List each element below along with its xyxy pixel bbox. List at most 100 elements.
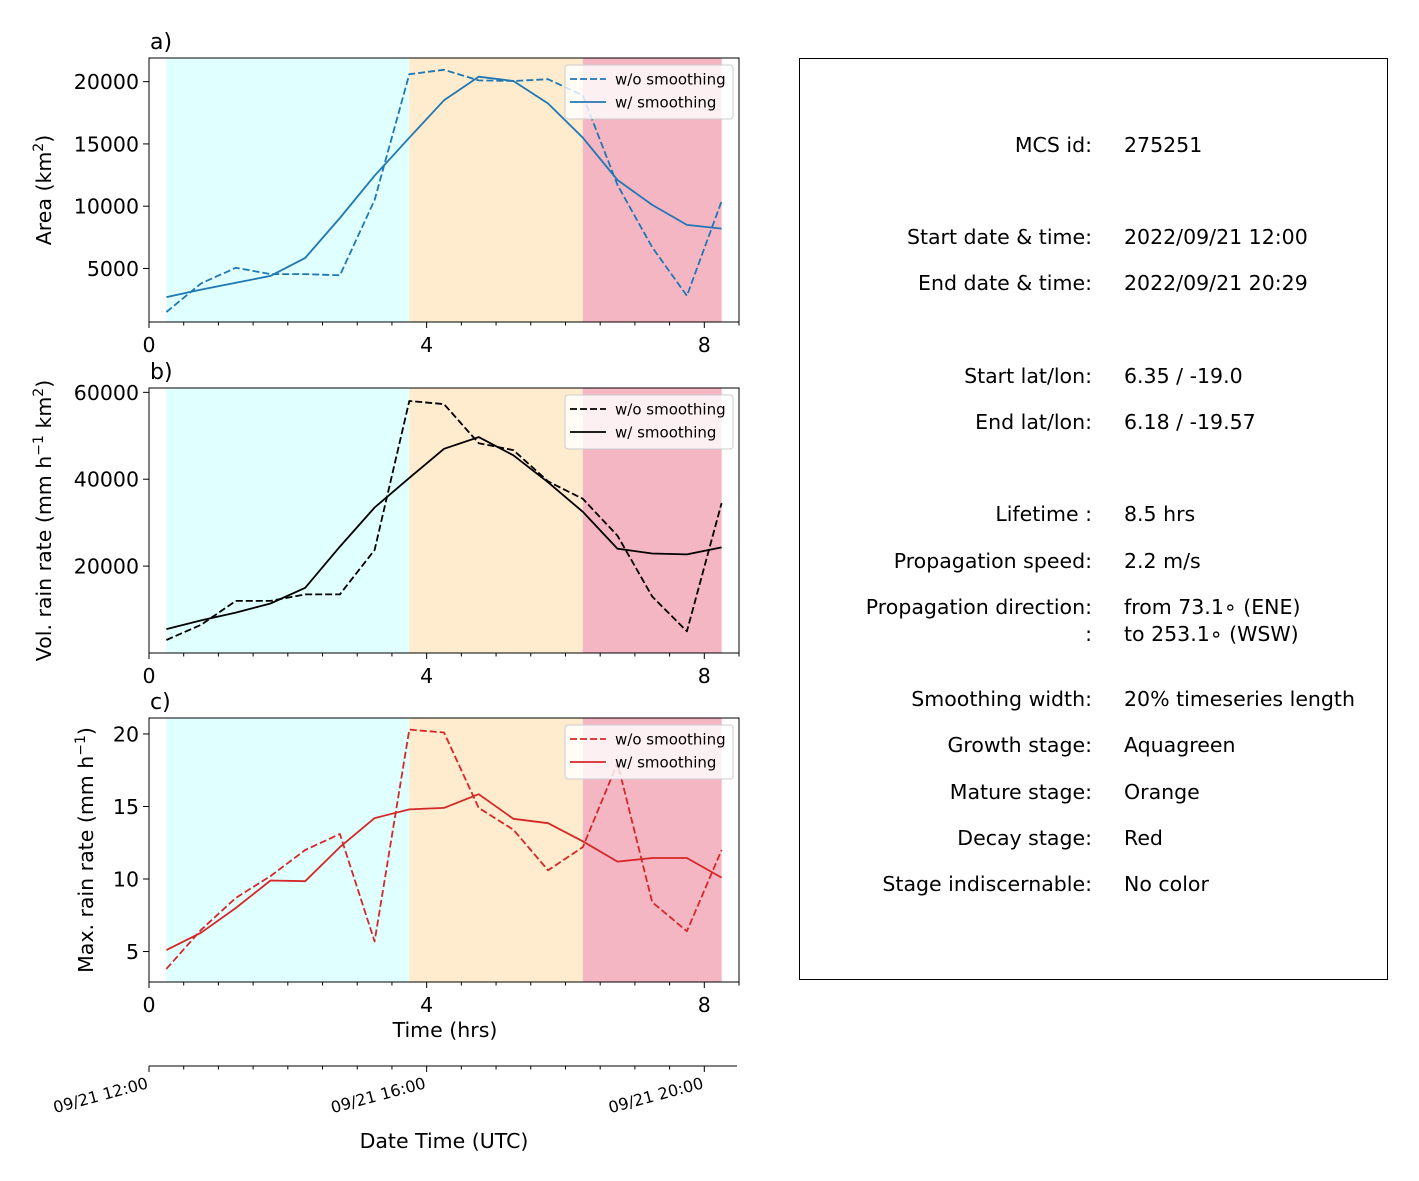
info-value-stage-indiscernable: No color bbox=[1124, 872, 1209, 896]
x-tick-label: 8 bbox=[698, 333, 711, 357]
x-tick-label: 4 bbox=[420, 333, 433, 357]
axes-frame bbox=[148, 387, 740, 654]
info-label-end-time: End date & time: bbox=[918, 271, 1092, 295]
legend-label: w/o smoothing bbox=[615, 731, 726, 749]
x-tick-label: 8 bbox=[698, 993, 711, 1017]
info-value-prop-direction-to: to 253.1∘ (WSW) bbox=[1124, 622, 1299, 646]
series-line-with-smoothing bbox=[165, 793, 723, 951]
y-axis-label-part: Area (km bbox=[32, 152, 56, 246]
y-tick-label: 10 bbox=[113, 868, 139, 892]
x-tick-label: 8 bbox=[698, 664, 711, 688]
y-tick-label: 10000 bbox=[74, 195, 139, 219]
series-line-without-smoothing bbox=[166, 400, 723, 641]
info-label-lifetime: Lifetime : bbox=[995, 502, 1092, 526]
info-value-start-latlon: 6.35 / -19.0 bbox=[1124, 364, 1243, 388]
y-axis-label: Max. rain rate (mm h−1) bbox=[73, 727, 98, 973]
x-tick-label: 4 bbox=[420, 664, 433, 688]
x-tick-label: 0 bbox=[142, 333, 155, 357]
info-label-mature-stage: Mature stage: bbox=[949, 780, 1092, 804]
y-tick-label: 20 bbox=[113, 722, 139, 746]
info-value-end-time: 2022/09/21 20:29 bbox=[1124, 271, 1308, 295]
datetime-tick-label: 09/21 20:00 bbox=[606, 1074, 705, 1118]
axes-frame bbox=[148, 717, 740, 983]
datetime-axis: 09/21 12:00 09/21 16:00 09/21 20:00 Date Ti… bbox=[51, 1065, 737, 1153]
info-label-prop-direction: Propagation direction: bbox=[865, 595, 1092, 619]
y-tick-label: 5 bbox=[126, 940, 139, 964]
info-label-mcs-id: MCS id: bbox=[1014, 133, 1092, 157]
panel-label: c) bbox=[150, 690, 171, 715]
y-tick-label: 20000 bbox=[74, 555, 139, 579]
series-line-with-smoothing bbox=[166, 436, 722, 630]
y-axis-label-part: Vol. rain rate (mm h bbox=[32, 456, 56, 662]
info-label-stage-indiscernable: Stage indiscernable: bbox=[882, 872, 1092, 896]
y-axis-label-superscript: −1 bbox=[31, 435, 47, 456]
y-tick-label: 15 bbox=[113, 795, 139, 819]
legend-label: w/ smoothing bbox=[615, 424, 716, 442]
legend: w/o smoothing w/ smoothing bbox=[564, 64, 734, 120]
y-axis-label-part: ) bbox=[32, 380, 56, 388]
series-line-without-smoothing bbox=[165, 68, 723, 313]
y-tick-label: 5000 bbox=[87, 257, 139, 281]
info-label-prop-direction-cont: : bbox=[1085, 622, 1092, 646]
legend-frame bbox=[564, 394, 734, 450]
stage-band-mature bbox=[409, 58, 583, 322]
chart-panel-2: 0 4 8 20000 40000 60000 b) Vol. rain rate (mm h… bbox=[31, 360, 740, 688]
info-value-end-latlon: 6.18 / -19.57 bbox=[1124, 410, 1256, 434]
legend-label: w/o smoothing bbox=[615, 401, 726, 419]
legend: w/o smoothing w/ smoothing bbox=[564, 724, 734, 780]
stage-band-mature bbox=[409, 718, 583, 982]
stage-band-growth bbox=[166, 388, 410, 653]
x-axis-label: Time (hrs) bbox=[392, 1018, 498, 1042]
info-label-end-latlon: End lat/lon: bbox=[975, 410, 1092, 434]
info-label-start-time: Start date & time: bbox=[906, 225, 1092, 249]
legend-label: w/ smoothing bbox=[615, 94, 716, 112]
info-value-prop-speed: 2.2 m/s bbox=[1124, 549, 1201, 573]
stage-band-growth bbox=[166, 58, 410, 322]
y-tick-label: 60000 bbox=[74, 381, 139, 405]
datetime-axis-label: Date Time (UTC) bbox=[360, 1129, 529, 1153]
panel-label: a) bbox=[150, 30, 172, 55]
y-axis-label-superscript: 2 bbox=[31, 388, 47, 397]
y-axis-label-part: ) bbox=[74, 727, 98, 735]
chart-panel-3: 0 4 8 5 10 15 20 c) Max. rain rate (mm h−1) Time … bbox=[73, 690, 740, 1042]
info-value-lifetime: 8.5 hrs bbox=[1124, 502, 1196, 526]
info-value-mature-stage: Orange bbox=[1124, 780, 1200, 804]
x-tick-label: 4 bbox=[420, 993, 433, 1017]
y-axis-label-part: km bbox=[32, 397, 56, 435]
y-tick-label: 15000 bbox=[74, 132, 139, 156]
y-axis-label: Vol. rain rate (mm h−1 km2) bbox=[31, 380, 56, 661]
series-line-with-smoothing bbox=[166, 75, 722, 298]
datetime-tick-label: 09/21 12:00 bbox=[51, 1074, 150, 1118]
info-label-decay-stage: Decay stage: bbox=[957, 826, 1092, 850]
legend-frame bbox=[564, 64, 734, 120]
legend-frame bbox=[564, 724, 734, 780]
legend-label: w/ smoothing bbox=[615, 754, 716, 772]
y-axis-label-part: Max. rain rate (mm h bbox=[74, 756, 98, 973]
stage-band-growth bbox=[166, 718, 410, 982]
x-tick-label: 0 bbox=[142, 993, 155, 1017]
legend-label: w/o smoothing bbox=[615, 71, 726, 89]
info-label-smoothing-width: Smoothing width: bbox=[911, 687, 1092, 711]
info-value-mcs-id: 275251 bbox=[1124, 133, 1203, 157]
stage-band-mature bbox=[409, 388, 583, 653]
legend: w/o smoothing w/ smoothing bbox=[564, 394, 734, 450]
info-value-decay-stage: Red bbox=[1124, 826, 1163, 850]
info-label-start-latlon: Start lat/lon: bbox=[964, 364, 1092, 388]
y-axis-label: Area (km2) bbox=[31, 135, 56, 245]
info-value-prop-direction-from: from 73.1∘ (ENE) bbox=[1124, 595, 1301, 619]
panel-label: b) bbox=[150, 360, 173, 385]
y-axis-label-superscript: −1 bbox=[73, 735, 89, 756]
y-axis-label-part: ) bbox=[32, 135, 56, 143]
datetime-tick-label: 09/21 16:00 bbox=[329, 1074, 428, 1118]
info-label-growth-stage: Growth stage: bbox=[947, 733, 1092, 757]
y-axis-label-superscript: 2 bbox=[31, 143, 47, 152]
y-tick-label: 40000 bbox=[74, 468, 139, 492]
info-value-smoothing-width: 20% timeseries length bbox=[1124, 687, 1355, 711]
info-value-growth-stage: Aquagreen bbox=[1124, 733, 1236, 757]
x-tick-label: 0 bbox=[142, 664, 155, 688]
chart-panel-1: 0 4 8 5000 10000 15000 20000 a) Area (km2) w/o sm… bbox=[31, 30, 740, 357]
axes-frame bbox=[148, 57, 740, 323]
y-tick-label: 20000 bbox=[74, 70, 139, 94]
info-value-start-time: 2022/09/21 12:00 bbox=[1124, 225, 1308, 249]
